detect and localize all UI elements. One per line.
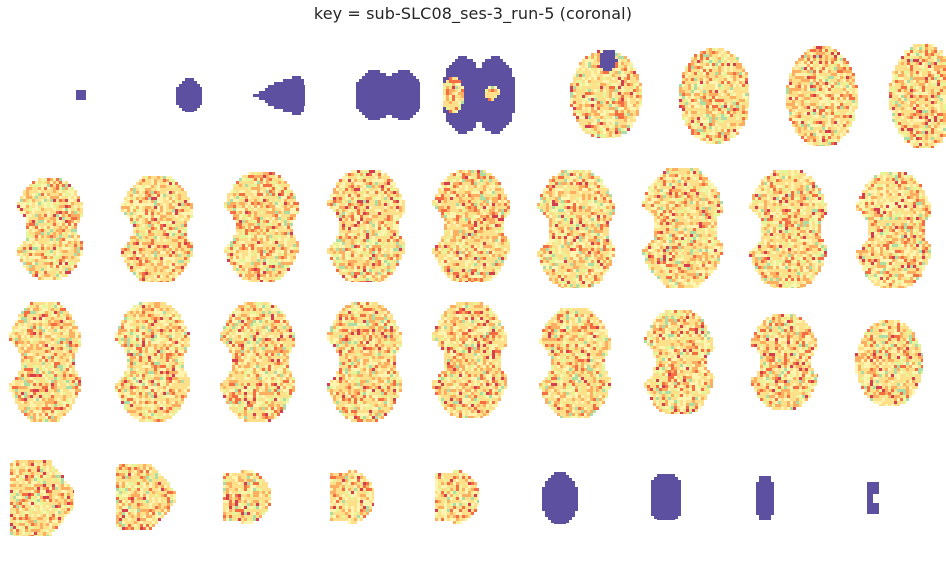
coronal-slice-r2-c7: [751, 314, 818, 410]
coronal-slice-r0-c1: [176, 78, 202, 112]
coronal-slice-r1-c7: [749, 170, 827, 288]
coronal-slice-r1-c3: [327, 170, 405, 282]
coronal-slice-r0-c7: [786, 46, 858, 146]
coronal-slice-r2-c6: [644, 310, 715, 414]
coronal-slice-r2-c8: [855, 320, 923, 406]
coronal-slice-r3-c7: [756, 476, 774, 520]
coronal-slice-r2-c1: [115, 302, 190, 422]
coronal-slice-r1-c4: [432, 170, 510, 282]
coronal-slice-r0-c5: [570, 50, 642, 138]
coronal-slice-r0-c8: [889, 44, 946, 148]
coronal-slice-r0-c0: [76, 90, 86, 100]
coronal-slice-r2-c5: [539, 308, 611, 418]
coronal-slice-r1-c6: [642, 168, 723, 288]
coronal-slice-r2-c2: [220, 302, 295, 422]
coronal-slice-r1-c0: [17, 178, 83, 280]
coronal-slice-r1-c1: [121, 176, 193, 282]
coronal-slice-r3-c3: [330, 470, 374, 524]
coronal-slice-r3-c8: [867, 482, 879, 514]
coronal-slice-r2-c4: [432, 302, 507, 418]
coronal-slice-r2-c3: [327, 302, 402, 422]
coronal-slice-r0-c6: [679, 48, 749, 144]
coronal-slice-r3-c4: [435, 470, 479, 524]
coronal-slice-r1-c5: [537, 170, 615, 288]
coronal-slice-r0-c2: [253, 76, 305, 115]
coronal-slice-r3-c5: [542, 472, 578, 524]
coronal-slice-r2-c0: [9, 302, 81, 422]
coronal-slice-r3-c1: [116, 464, 176, 530]
coronal-slice-r3-c2: [223, 470, 271, 524]
coronal-slice-r1-c8: [856, 172, 931, 288]
coronal-slice-r0-c4: [443, 56, 515, 134]
coronal-slice-r0-c3: [356, 70, 420, 120]
coronal-slice-r3-c6: [651, 474, 681, 520]
coronal-slice-r1-c2: [224, 172, 299, 282]
coronal-slice-r3-c0: [10, 460, 74, 536]
figure-title: key = sub-SLC08_ses-3_run-5 (coronal): [313, 4, 633, 23]
